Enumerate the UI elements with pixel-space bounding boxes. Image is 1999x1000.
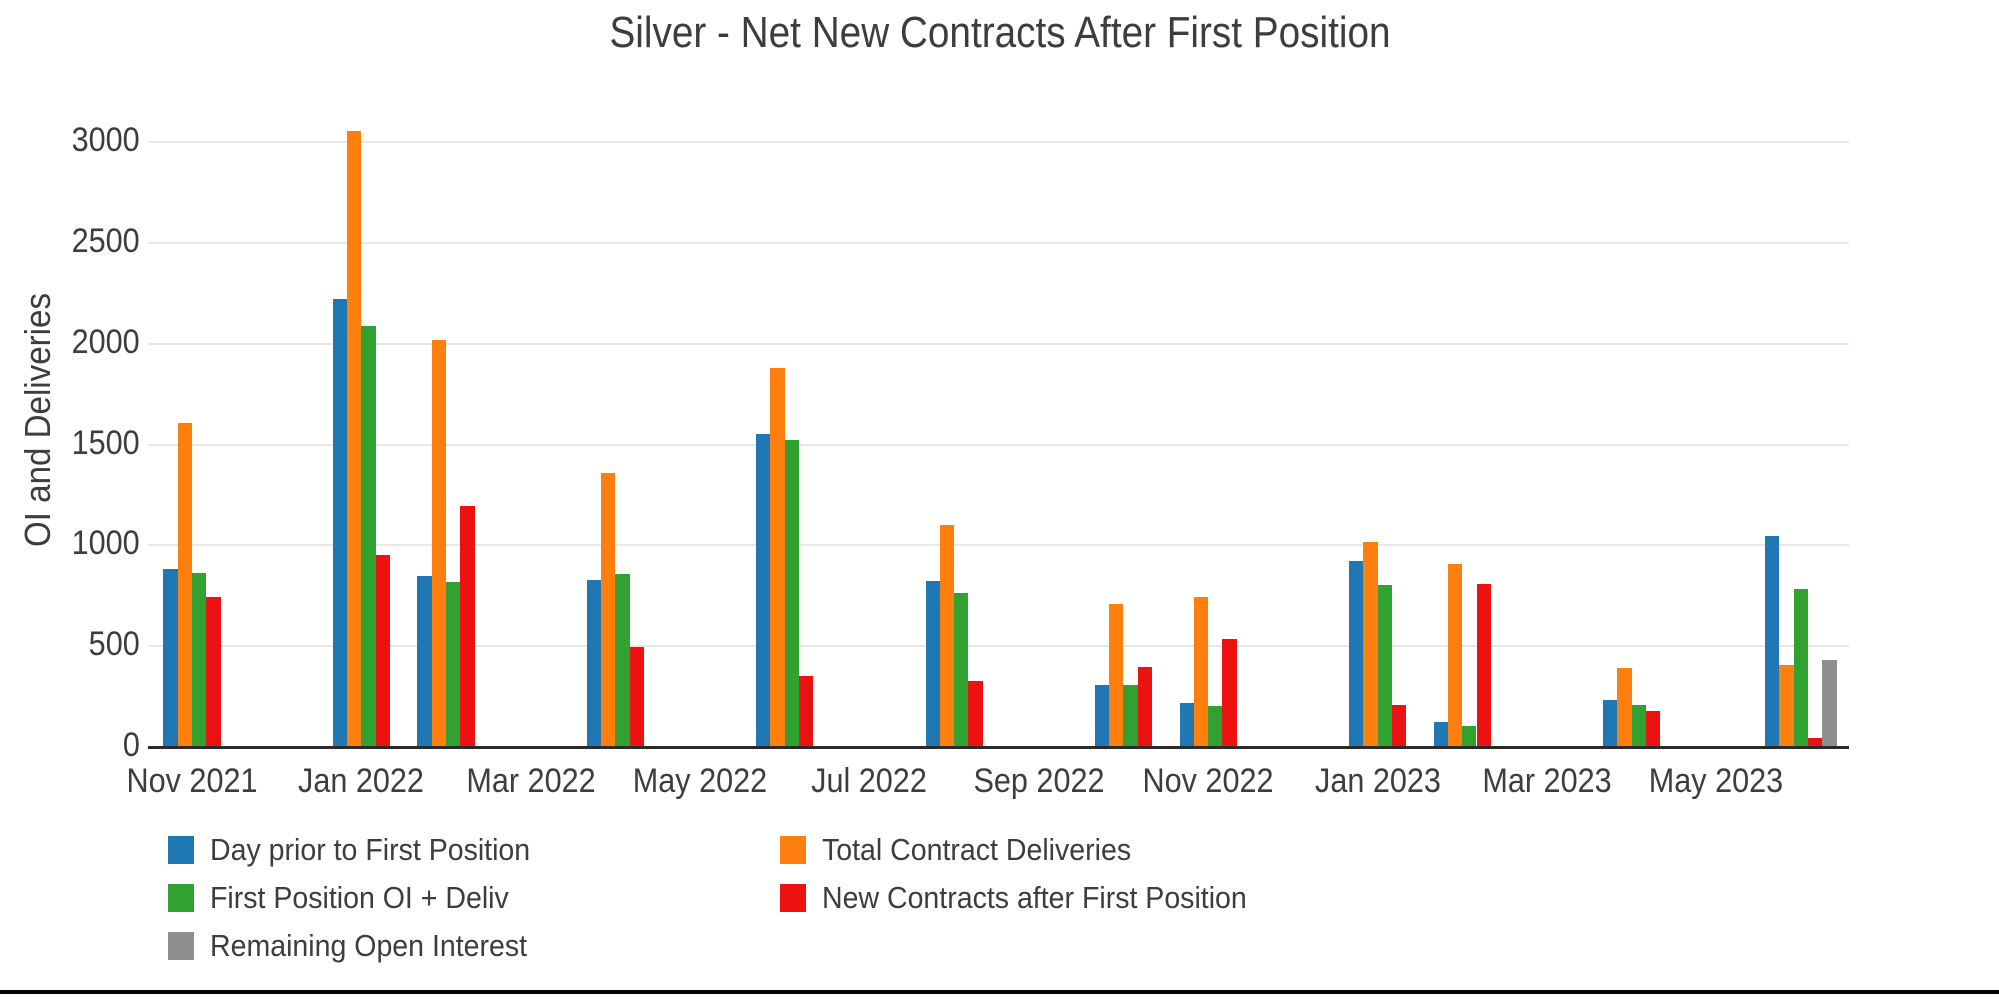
- bar-new-contracts-after-first-position-jan-2023[interactable]: [1391, 704, 1407, 747]
- bar-new-contracts-after-first-position-apr-2022[interactable]: [629, 647, 644, 747]
- x-tick-label-may-2023: May 2023: [1649, 762, 1784, 800]
- y-tick-label-0: 0: [122, 725, 140, 764]
- bar-new-contracts-after-first-position-apr-2023[interactable]: [1645, 710, 1661, 747]
- y-tick-label-500: 500: [88, 625, 140, 664]
- bar-total-contract-deliveries-jun-2023[interactable]: [1779, 665, 1794, 747]
- gridline-3000: [148, 141, 1849, 144]
- gridline-2000: [148, 342, 1849, 345]
- legend-item-day-prior-to-first-position[interactable]: Day prior to First Position: [168, 832, 780, 868]
- bar-day-prior-to-first-position-apr-2023[interactable]: [1602, 699, 1618, 747]
- x-tick-label-jan-2023: Jan 2023: [1314, 762, 1441, 800]
- legend: Day prior to First Position First Positio…: [168, 826, 1480, 970]
- bar-total-contract-deliveries-apr-2023[interactable]: [1617, 668, 1632, 747]
- legend-label-day-prior-to-first-position: Day prior to First Position: [210, 832, 531, 867]
- gridline-500: [148, 645, 1849, 648]
- bar-total-contract-deliveries-jun-2022[interactable]: [770, 367, 785, 747]
- x-tick-label-mar-2023: Mar 2023: [1482, 762, 1612, 800]
- bar-first-position-oi-deliv-nov-2021[interactable]: [192, 572, 207, 747]
- x-tick-label-nov-2021: Nov 2021: [126, 762, 258, 800]
- bar-first-position-oi-deliv-jun-2022[interactable]: [784, 439, 800, 747]
- bar-first-position-oi-deliv-jan-2023[interactable]: [1377, 584, 1392, 747]
- y-axis-title: OI and Deliveries: [17, 292, 58, 548]
- x-tick-label-jul-2022: Jul 2022: [811, 762, 928, 800]
- bar-first-position-oi-deliv-aug-2022[interactable]: [954, 592, 969, 747]
- legend-swatch-first-position-oi-deliv: [168, 884, 194, 912]
- bar-total-contract-deliveries-feb-2022[interactable]: [431, 339, 447, 747]
- x-tick-label-sep-2022: Sep 2022: [973, 762, 1105, 800]
- bar-new-contracts-after-first-position-feb-2023[interactable]: [1476, 583, 1491, 747]
- x-axis-line: [148, 746, 1849, 749]
- bar-day-prior-to-first-position-apr-2022[interactable]: [586, 579, 602, 747]
- bar-remaining-open-interest-jun-2023[interactable]: [1822, 660, 1837, 747]
- bar-day-prior-to-first-position-nov-2021[interactable]: [163, 568, 178, 747]
- x-tick-label-jan-2022: Jan 2022: [298, 762, 425, 800]
- y-tick-label-2000: 2000: [71, 322, 140, 361]
- bar-total-contract-deliveries-feb-2023[interactable]: [1447, 563, 1463, 747]
- legend-item-first-position-oi-deliv[interactable]: First Position OI + Deliv: [168, 880, 780, 916]
- bar-new-contracts-after-first-position-aug-2022[interactable]: [968, 681, 983, 747]
- legend-label-first-position-oi-deliv: First Position OI + Deliv: [210, 880, 509, 915]
- bar-first-position-oi-deliv-feb-2023[interactable]: [1462, 725, 1477, 747]
- bar-total-contract-deliveries-jan-2022[interactable]: [347, 131, 362, 747]
- x-tick-label-mar-2022: Mar 2022: [466, 762, 596, 800]
- legend-swatch-day-prior-to-first-position: [168, 836, 194, 864]
- bar-day-prior-to-first-position-feb-2022[interactable]: [417, 575, 432, 747]
- bar-first-position-oi-deliv-jan-2022[interactable]: [361, 325, 376, 747]
- legend-swatch-new-contracts-after-first-position: [780, 884, 806, 912]
- bar-total-contract-deliveries-aug-2022[interactable]: [939, 525, 955, 747]
- bar-day-prior-to-first-position-nov-2022[interactable]: [1179, 702, 1194, 747]
- bar-first-position-oi-deliv-apr-2023[interactable]: [1631, 704, 1646, 747]
- x-tick-label-nov-2022: Nov 2022: [1142, 762, 1274, 800]
- bar-total-contract-deliveries-nov-2022[interactable]: [1193, 596, 1209, 747]
- gridline-2500: [148, 242, 1849, 244]
- bar-new-contracts-after-first-position-jan-2022[interactable]: [375, 555, 390, 747]
- bar-day-prior-to-first-position-jan-2022[interactable]: [332, 299, 348, 747]
- y-tick-label-1000: 1000: [71, 524, 140, 563]
- bar-total-contract-deliveries-apr-2022[interactable]: [601, 472, 616, 747]
- legend-item-remaining-open-interest[interactable]: Remaining Open Interest: [168, 928, 780, 964]
- bar-day-prior-to-first-position-feb-2023[interactable]: [1433, 721, 1448, 747]
- legend-label-remaining-open-interest: Remaining Open Interest: [210, 928, 528, 963]
- bar-day-prior-to-first-position-aug-2022[interactable]: [925, 580, 940, 747]
- bar-new-contracts-after-first-position-jun-2023[interactable]: [1808, 737, 1823, 747]
- bar-total-contract-deliveries-jan-2023[interactable]: [1363, 542, 1378, 747]
- bar-day-prior-to-first-position-jun-2022[interactable]: [756, 433, 771, 747]
- bar-total-contract-deliveries-oct-2022[interactable]: [1109, 603, 1124, 747]
- bar-new-contracts-after-first-position-nov-2022[interactable]: [1222, 639, 1237, 747]
- bar-day-prior-to-first-position-oct-2022[interactable]: [1094, 684, 1110, 747]
- y-tick-label-2500: 2500: [71, 221, 140, 260]
- bar-first-position-oi-deliv-nov-2022[interactable]: [1208, 705, 1223, 747]
- chart-title: Silver - Net New Contracts After First P…: [609, 8, 1391, 57]
- bar-first-position-oi-deliv-feb-2022[interactable]: [446, 581, 461, 747]
- bar-new-contracts-after-first-position-nov-2021[interactable]: [206, 596, 221, 747]
- bar-first-position-oi-deliv-oct-2022[interactable]: [1123, 684, 1138, 747]
- y-tick-label-3000: 3000: [71, 121, 140, 160]
- legend-swatch-remaining-open-interest: [168, 932, 194, 960]
- bar-day-prior-to-first-position-jan-2023[interactable]: [1348, 560, 1364, 747]
- bar-new-contracts-after-first-position-oct-2022[interactable]: [1137, 667, 1153, 747]
- legend-swatch-total-contract-deliveries: [780, 836, 806, 864]
- bar-total-contract-deliveries-nov-2021[interactable]: [177, 423, 192, 747]
- legend-item-total-contract-deliveries[interactable]: Total Contract Deliveries: [780, 832, 1480, 868]
- legend-label-new-contracts-after-first-position: New Contracts after First Position: [822, 880, 1247, 915]
- legend-item-new-contracts-after-first-position[interactable]: New Contracts after First Position: [780, 880, 1480, 916]
- bar-first-position-oi-deliv-apr-2022[interactable]: [615, 573, 630, 747]
- bar-day-prior-to-first-position-jun-2023[interactable]: [1765, 536, 1780, 747]
- bar-first-position-oi-deliv-jun-2023[interactable]: [1793, 588, 1809, 747]
- bottom-border-line: [0, 990, 1999, 994]
- y-tick-label-1500: 1500: [71, 423, 140, 462]
- gridline-1000: [148, 544, 1849, 547]
- legend-label-total-contract-deliveries: Total Contract Deliveries: [822, 832, 1132, 867]
- gridline-1500: [148, 443, 1849, 446]
- x-tick-label-may-2022: May 2022: [632, 762, 768, 800]
- bar-new-contracts-after-first-position-feb-2022[interactable]: [460, 506, 475, 747]
- bar-new-contracts-after-first-position-jun-2022[interactable]: [799, 676, 814, 747]
